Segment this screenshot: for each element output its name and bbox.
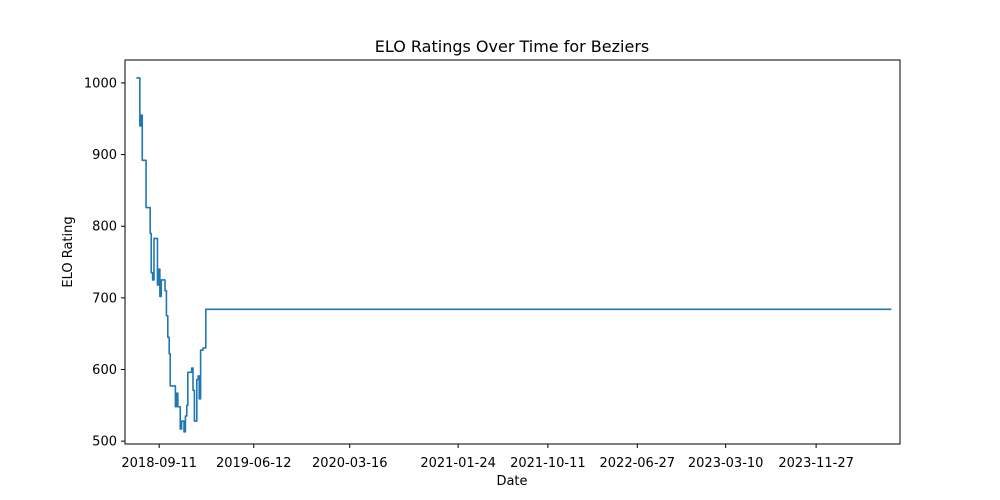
x-axis-label: Date bbox=[496, 474, 527, 489]
x-axis: 2018-09-11 2019-06-12 2020-03-16 2021-01-24… bbox=[121, 444, 854, 471]
y-tick-label: 1000 bbox=[84, 76, 117, 91]
y-tick-label: 500 bbox=[92, 435, 117, 450]
y-axis: 500 600 700 800 900 1000 bbox=[84, 76, 125, 450]
chart-title: ELO Ratings Over Time for Beziers bbox=[375, 37, 649, 56]
x-tick-label: 2022-06-27 bbox=[600, 456, 676, 471]
series-layer bbox=[136, 77, 892, 433]
y-axis-label: ELO Rating bbox=[61, 216, 76, 287]
y-tick-label: 600 bbox=[92, 363, 117, 378]
plot-frame bbox=[124, 59, 901, 445]
x-tick-label: 2023-03-10 bbox=[688, 456, 764, 471]
y-tick-label: 700 bbox=[92, 291, 117, 306]
y-tick-label: 900 bbox=[92, 148, 117, 163]
x-tick-label: 2021-10-11 bbox=[510, 456, 586, 471]
plot-area bbox=[124, 59, 901, 445]
x-tick-label: 2023-11-27 bbox=[778, 456, 854, 471]
series-line-0 bbox=[136, 77, 892, 433]
x-tick-label: 2019-06-12 bbox=[216, 456, 292, 471]
x-tick-label: 2018-09-11 bbox=[121, 456, 197, 471]
x-tick-label: 2021-01-24 bbox=[420, 456, 496, 471]
x-tick-label: 2020-03-16 bbox=[312, 456, 388, 471]
y-tick-label: 800 bbox=[92, 220, 117, 235]
